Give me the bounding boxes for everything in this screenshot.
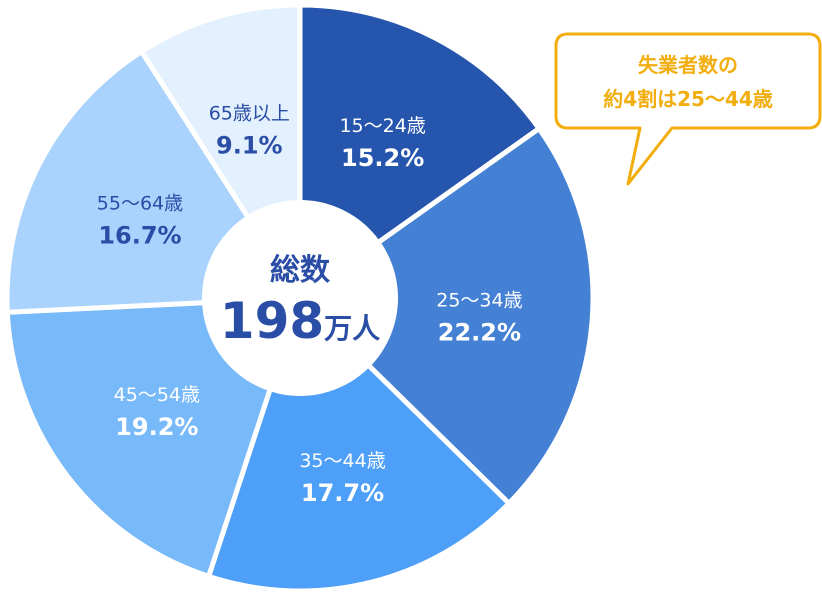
slice-category-label: 45〜54歳 <box>114 384 200 406</box>
center-hole <box>202 200 398 396</box>
callout-line-2: 約4割は25〜44歳 <box>603 87 773 111</box>
slice-category-label: 15〜24歳 <box>339 115 425 137</box>
slice-category-label: 65歳以上 <box>209 102 290 124</box>
callout-line-1: 失業者数の <box>638 53 738 77</box>
slice-value-label: 19.2% <box>115 413 198 441</box>
center-number: 198 <box>220 292 324 350</box>
slice-labels: 15〜24歳 15.2% 25〜34歳 22.2% 35〜44歳 17.7% 45〜54歳 1… <box>97 102 523 507</box>
center-unit: 万人 <box>324 312 380 345</box>
pie-slice <box>297 126 596 506</box>
slice-value-label: 15.2% <box>341 144 424 172</box>
callout: 失業者数の 約4割は25〜44歳 <box>554 32 822 186</box>
pie-slice <box>4 295 303 579</box>
slice-value-label: 16.7% <box>98 222 181 250</box>
center-title: 総数 <box>270 253 331 288</box>
center-total: 198万人 <box>220 292 380 350</box>
callout-bubble <box>554 32 822 186</box>
slice-category-label: 35〜44歳 <box>299 450 385 472</box>
slice-category-label: 25〜34歳 <box>436 289 522 311</box>
slice-value-label: 17.7% <box>301 479 384 507</box>
slice-value-label: 22.2% <box>438 318 521 346</box>
slice-category-label: 55〜64歳 <box>97 193 183 215</box>
slice-value-label: 9.1% <box>216 131 283 159</box>
